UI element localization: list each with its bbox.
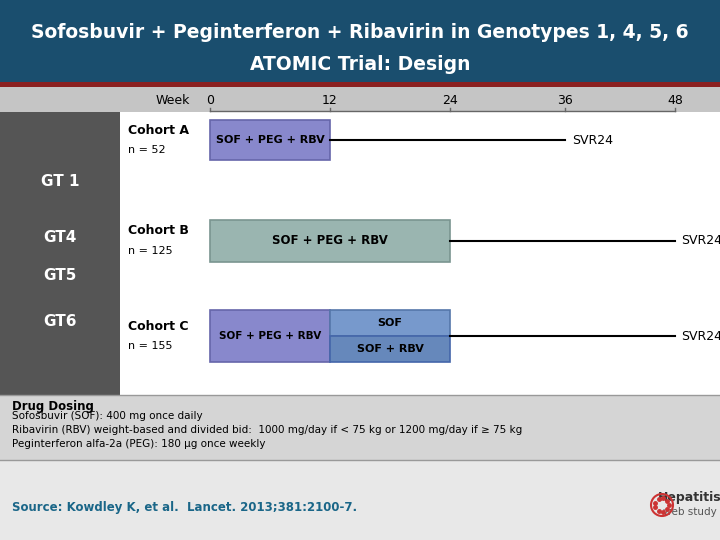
FancyBboxPatch shape <box>0 0 720 82</box>
Text: 0: 0 <box>206 93 214 106</box>
Text: SOF + PEG + RBV: SOF + PEG + RBV <box>219 331 321 341</box>
FancyBboxPatch shape <box>330 310 450 336</box>
Text: SVR24: SVR24 <box>572 133 613 146</box>
Text: Drug Dosing: Drug Dosing <box>12 400 94 413</box>
FancyBboxPatch shape <box>0 112 720 395</box>
Text: ATOMIC Trial: Design: ATOMIC Trial: Design <box>250 55 470 73</box>
FancyBboxPatch shape <box>0 112 120 395</box>
Text: 12: 12 <box>322 93 338 106</box>
Text: n = 155: n = 155 <box>128 341 173 351</box>
Text: SVR24: SVR24 <box>681 329 720 342</box>
Text: Peginterferon alfa-2a (PEG): 180 μg once weekly: Peginterferon alfa-2a (PEG): 180 μg once… <box>12 439 266 449</box>
FancyBboxPatch shape <box>0 460 720 540</box>
Text: SOF + RBV: SOF + RBV <box>356 344 423 354</box>
Text: GT 1: GT 1 <box>41 174 79 190</box>
Text: GT6: GT6 <box>43 314 77 329</box>
Text: 48: 48 <box>667 93 683 106</box>
FancyBboxPatch shape <box>210 220 450 262</box>
Text: GT5: GT5 <box>43 267 77 282</box>
FancyBboxPatch shape <box>210 120 330 160</box>
Text: n = 125: n = 125 <box>128 246 173 256</box>
Text: SVR24: SVR24 <box>681 234 720 247</box>
FancyBboxPatch shape <box>0 87 720 112</box>
Text: SOF + PEG + RBV: SOF + PEG + RBV <box>215 135 325 145</box>
FancyBboxPatch shape <box>210 310 330 362</box>
FancyBboxPatch shape <box>0 395 720 460</box>
FancyBboxPatch shape <box>0 82 720 87</box>
Text: SOF + PEG + RBV: SOF + PEG + RBV <box>272 234 388 247</box>
Text: Sofosbuvir (SOF): 400 mg once daily: Sofosbuvir (SOF): 400 mg once daily <box>12 411 202 421</box>
Text: SOF: SOF <box>377 318 402 328</box>
Text: Ribavirin (RBV) weight-based and divided bid:  1000 mg/day if < 75 kg or 1200 mg: Ribavirin (RBV) weight-based and divided… <box>12 425 522 435</box>
Text: GT4: GT4 <box>43 231 77 246</box>
Text: Week: Week <box>156 93 190 106</box>
Text: web study: web study <box>663 507 717 517</box>
Text: Cohort A: Cohort A <box>128 124 189 137</box>
FancyBboxPatch shape <box>330 336 450 362</box>
Text: Hepatitis: Hepatitis <box>658 490 720 503</box>
Text: Source: Kowdley K, et al.  Lancet. 2013;381:2100-7.: Source: Kowdley K, et al. Lancet. 2013;3… <box>12 501 357 514</box>
Text: Cohort C: Cohort C <box>128 320 189 333</box>
Text: 24: 24 <box>442 93 458 106</box>
Text: 36: 36 <box>557 93 573 106</box>
Text: n = 52: n = 52 <box>128 145 166 155</box>
Text: Sofosbuvir + Peginterferon + Ribavirin in Genotypes 1, 4, 5, 6: Sofosbuvir + Peginterferon + Ribavirin i… <box>31 24 689 43</box>
Text: Cohort B: Cohort B <box>128 225 189 238</box>
